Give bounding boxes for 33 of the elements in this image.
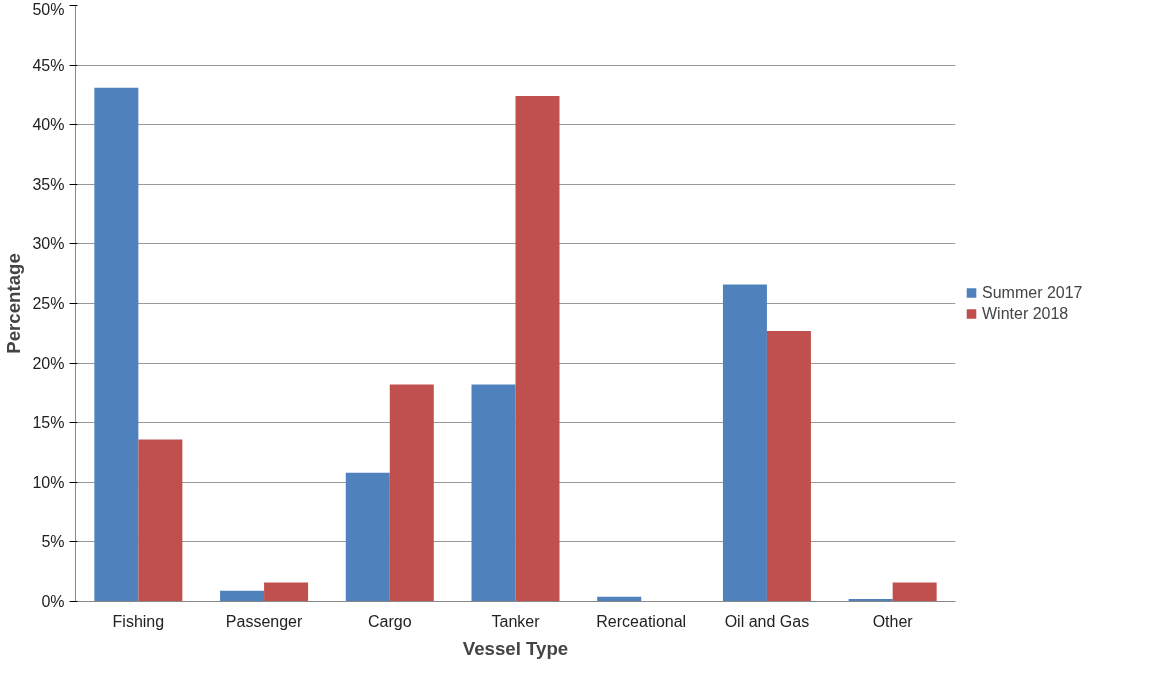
bar bbox=[515, 96, 560, 602]
y-tick-label: 10% bbox=[32, 473, 65, 491]
y-tick-label: 5% bbox=[41, 533, 65, 551]
x-axis-title: Vessel Type bbox=[462, 637, 569, 659]
bar bbox=[138, 439, 183, 602]
bar bbox=[345, 472, 390, 602]
bar bbox=[722, 284, 767, 602]
y-tick-label: 40% bbox=[32, 116, 65, 134]
bar bbox=[766, 330, 811, 602]
y-axis-title: Percentage bbox=[3, 253, 25, 354]
y-tick-label: 0% bbox=[41, 593, 65, 610]
x-tick-label: Rerceational bbox=[596, 612, 687, 630]
y-tick-label: 20% bbox=[32, 354, 65, 372]
x-tick-label: Fishing bbox=[112, 612, 165, 630]
x-tick-label: Tanker bbox=[491, 612, 541, 630]
y-tick-label: 30% bbox=[32, 235, 65, 253]
legend-label: Summer 2017 bbox=[982, 283, 1083, 302]
y-tick-label: 25% bbox=[32, 295, 65, 312]
x-tick-label: Oil and Gas bbox=[724, 612, 810, 630]
x-tick-label: Other bbox=[872, 612, 914, 630]
y-tick-label: 35% bbox=[32, 175, 65, 193]
y-tick-label: 45% bbox=[32, 56, 65, 74]
bar bbox=[389, 384, 434, 602]
x-tick-label: Cargo bbox=[368, 612, 412, 630]
bar bbox=[892, 582, 937, 602]
bar bbox=[220, 590, 265, 602]
bar bbox=[471, 384, 516, 602]
y-tick-label: 50% bbox=[32, 0, 65, 18]
bar bbox=[264, 582, 309, 602]
y-tick-label: 15% bbox=[32, 414, 65, 432]
bar bbox=[94, 87, 139, 602]
x-tick-label: Passenger bbox=[225, 612, 303, 630]
legend-label: Winter 2018 bbox=[982, 304, 1069, 323]
